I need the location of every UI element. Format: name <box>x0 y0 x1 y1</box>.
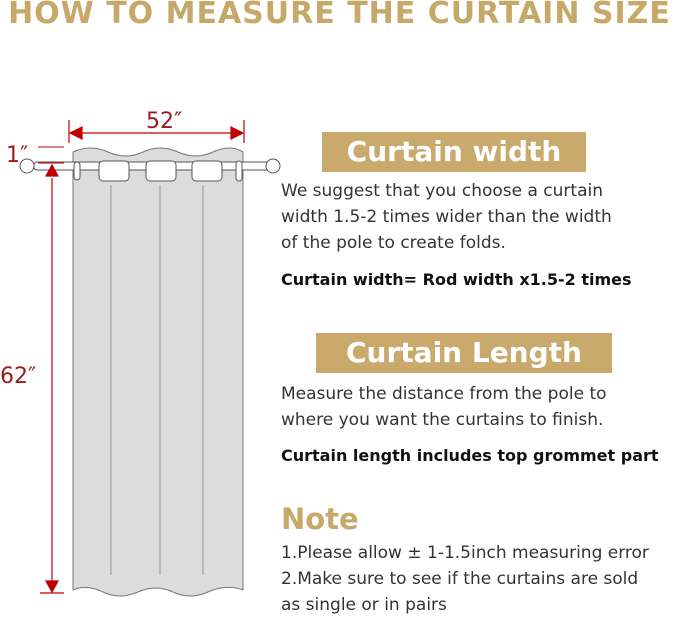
width-text-line: We suggest that you choose a curtain <box>281 181 603 201</box>
curtain-width-heading: Curtain width <box>322 132 586 172</box>
width-dimension-label: 52″ <box>146 109 182 134</box>
width-text-line: width 1.5-2 times wider than the width <box>281 207 612 227</box>
page-title: HOW TO MEASURE THE CURTAIN SIZE <box>8 0 671 31</box>
note-line: 1.Please allow ± 1-1.5inch measuring err… <box>281 543 649 563</box>
length-text-line: where you want the curtains to finish. <box>281 410 604 430</box>
grommets <box>73 160 243 182</box>
note-heading: Note <box>281 502 359 536</box>
length-formula: Curtain length includes top grommet part <box>281 446 659 465</box>
width-formula: Curtain width= Rod width x1.5-2 times <box>281 270 632 289</box>
length-text-line: Measure the distance from the pole to <box>281 384 607 404</box>
curtain-diagram: 52″ 62″ 1″ <box>0 109 281 597</box>
curtain-length-heading: Curtain Length <box>316 333 612 373</box>
width-text-line: of the pole to create folds. <box>281 233 506 253</box>
note-line: 2.Make sure to see if the curtains are s… <box>281 569 639 589</box>
length-dimension-label: 62″ <box>0 364 36 389</box>
curtain-panel <box>72 147 244 597</box>
header-dimension-label: 1″ <box>6 143 28 168</box>
fold-lines <box>110 185 204 575</box>
note-line: as single or in pairs <box>281 595 447 615</box>
